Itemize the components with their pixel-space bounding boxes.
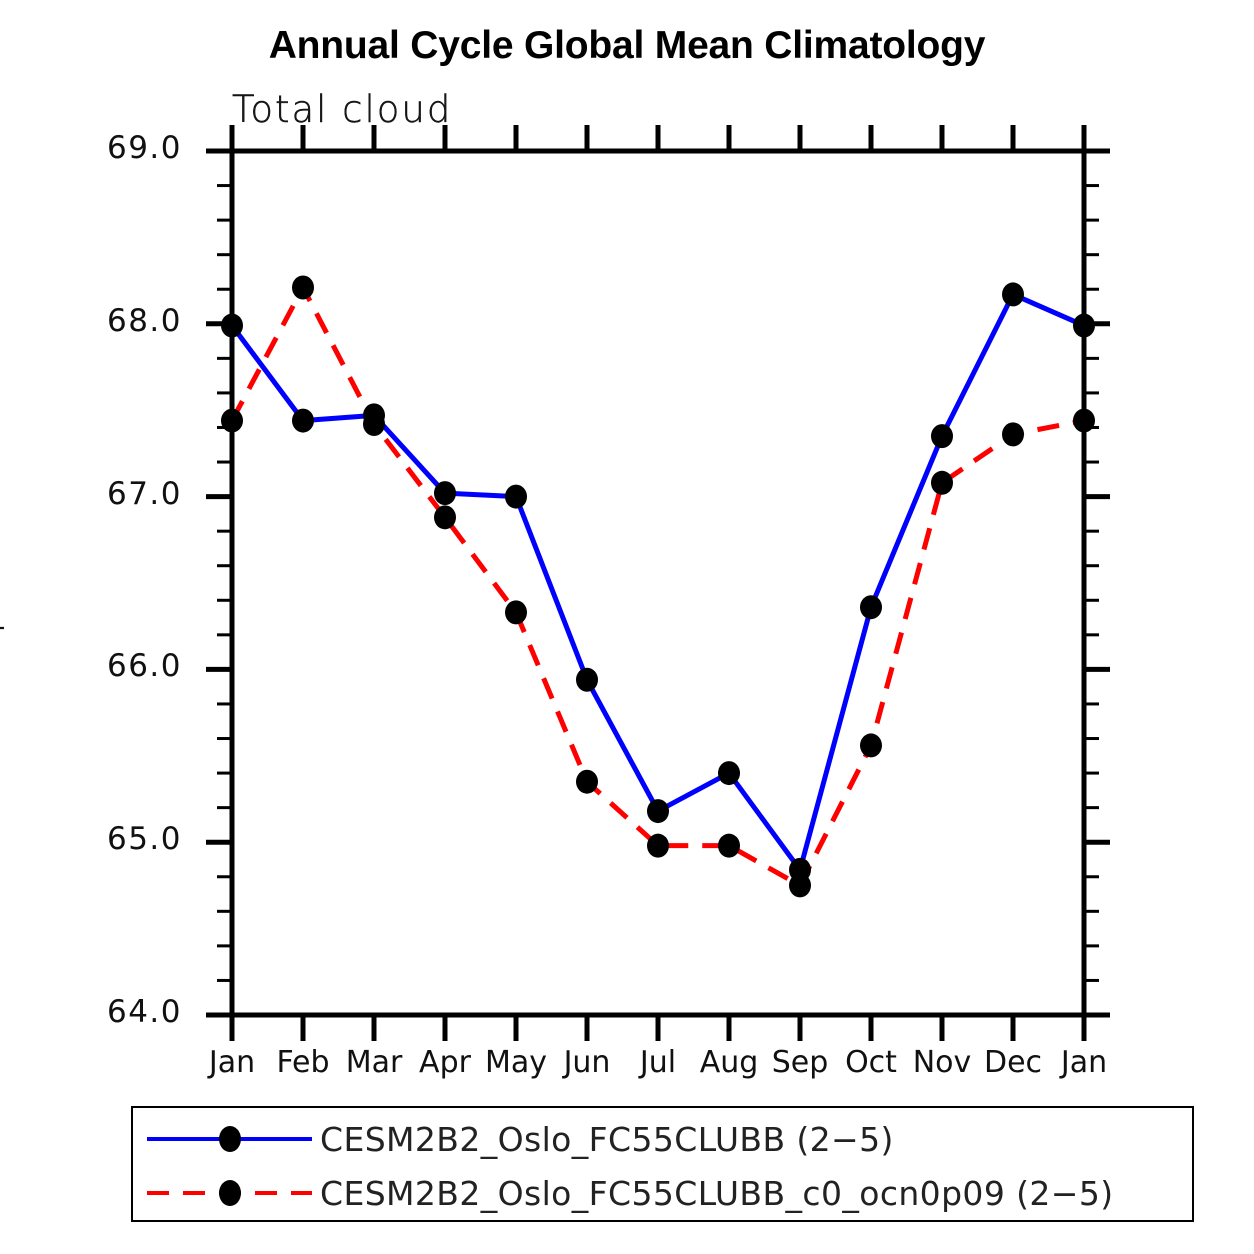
x-tick-label: Mar — [345, 1045, 403, 1080]
data-point-marker — [363, 412, 385, 437]
y-tick-label: 67.0 — [106, 475, 182, 512]
data-point-marker — [647, 833, 669, 858]
data-point-marker — [1073, 408, 1095, 433]
y-tick-label: 65.0 — [106, 821, 182, 858]
x-tick-label: Dec — [983, 1045, 1043, 1080]
x-tick-label: Jul — [639, 1045, 677, 1080]
y-tick-label: 66.0 — [106, 648, 182, 685]
series-line-1 — [229, 291, 1086, 873]
x-tick-label: Sep — [771, 1045, 829, 1080]
x-tick-label: Jan — [208, 1045, 256, 1080]
data-point-marker — [1002, 422, 1024, 447]
data-point-marker — [505, 600, 527, 625]
data-point-marker — [292, 408, 314, 433]
x-tick-label: Feb — [276, 1045, 330, 1080]
legend-label-series2: CESM2B2_Oslo_FC55CLUBB_c0_ocn0p09 (2−5) — [320, 1173, 1114, 1213]
data-point-marker — [292, 275, 314, 300]
x-tick-label: Jun — [563, 1045, 611, 1080]
data-point-marker — [718, 833, 740, 858]
x-tick-label: Apr — [419, 1045, 471, 1080]
y-tick-label: 64.0 — [106, 994, 182, 1030]
data-point-marker — [860, 595, 882, 620]
data-point-marker — [860, 733, 882, 758]
data-point-marker — [434, 481, 456, 506]
chart-subtitle: Total cloud — [232, 88, 453, 131]
legend-swatch-series1 — [147, 1124, 312, 1154]
legend-marker-icon — [219, 1180, 241, 1206]
data-point-marker — [576, 769, 598, 794]
series-line-2 — [229, 285, 1085, 888]
data-point-marker — [505, 484, 527, 509]
data-point-marker — [434, 505, 456, 530]
legend-swatch-series2 — [147, 1178, 312, 1208]
data-point-marker — [1002, 282, 1024, 307]
x-tick-label: Nov — [912, 1045, 972, 1080]
legend: CESM2B2_Oslo_FC55CLUBB (2−5) CESM2B2_Osl… — [131, 1106, 1194, 1222]
x-tick-label: Oct — [845, 1045, 897, 1080]
y-tick-label: 69.0 — [106, 130, 182, 166]
data-point-marker — [221, 313, 243, 338]
x-tick-label: Aug — [699, 1045, 759, 1080]
data-point-marker — [576, 667, 598, 692]
data-point-marker — [1073, 313, 1095, 338]
data-point-marker — [931, 424, 953, 449]
x-tick-label: May — [484, 1045, 548, 1080]
x-tick-label: Jan — [1060, 1045, 1108, 1080]
legend-label-series1: CESM2B2_Oslo_FC55CLUBB (2−5) — [320, 1119, 894, 1159]
legend-entry-1[interactable]: CESM2B2_Oslo_FC55CLUBB_c0_ocn0p09 (2−5) — [133, 1164, 1114, 1222]
data-point-marker — [931, 470, 953, 495]
legend-entry-0[interactable]: CESM2B2_Oslo_FC55CLUBB (2−5) — [133, 1110, 894, 1168]
data-point-marker — [789, 873, 811, 898]
data-point-marker — [221, 408, 243, 433]
data-point-marker — [718, 761, 740, 786]
legend-marker-icon — [219, 1126, 241, 1152]
y-tick-label: 68.0 — [106, 302, 182, 339]
chart-title: Annual Cycle Global Mean Climatology — [268, 24, 986, 67]
data-point-marker — [647, 799, 669, 824]
